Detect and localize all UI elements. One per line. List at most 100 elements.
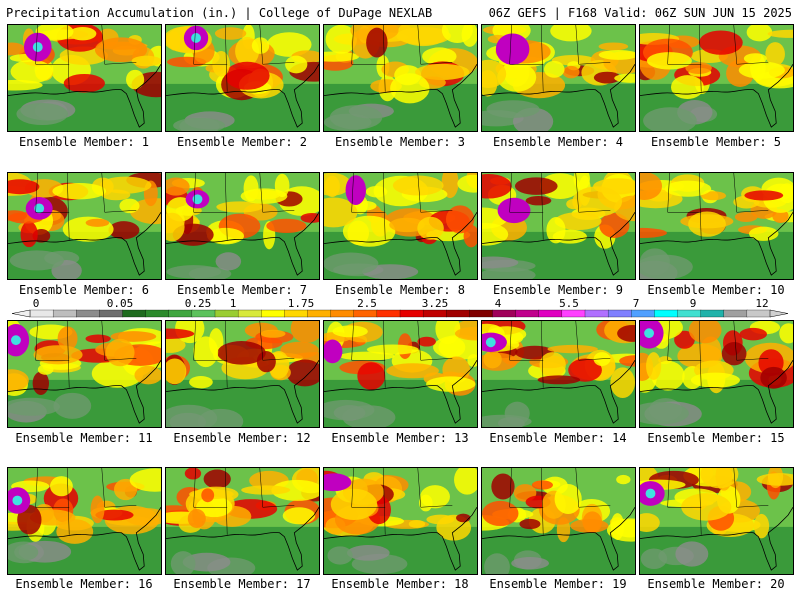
colorbar-swatch (446, 309, 471, 318)
colorbar-min-arrow (11, 309, 31, 318)
precip-field-map (640, 468, 793, 574)
colorbar-swatch (607, 309, 632, 318)
colorbar-swatch (492, 309, 517, 318)
colorbar-tick-label: 7 (633, 298, 640, 310)
colorbar-swatch (515, 309, 540, 318)
ensemble-member-map (323, 172, 478, 280)
ensemble-member-label: Ensemble Member: 8 (334, 283, 466, 297)
colorbar-swatch (330, 309, 355, 318)
ensemble-member-map (481, 24, 636, 132)
colorbar-tick-label: 0.05 (107, 298, 134, 310)
colorbar-swatch (700, 309, 725, 318)
colorbar-tick-label: 3.25 (422, 298, 449, 310)
colorbar-swatch (261, 309, 286, 318)
colorbar-tick-label: 4 (495, 298, 502, 310)
precip-field-map (482, 468, 635, 574)
colorbar-swatch (237, 309, 262, 318)
colorbar-swatch (99, 309, 124, 318)
ensemble-member-map (165, 172, 320, 280)
ensemble-member-label: Ensemble Member: 1 (18, 135, 150, 149)
colorbar-tick-label: 5.5 (559, 298, 579, 310)
colorbar-swatch (29, 309, 54, 318)
colorbar-swatch (654, 309, 679, 318)
precip-field-map (324, 468, 477, 574)
ensemble-member-map (639, 24, 794, 132)
ensemble-member-map (481, 172, 636, 280)
ensemble-member-label: Ensemble Member: 17 (173, 577, 311, 591)
ensemble-member-label: Ensemble Member: 15 (647, 431, 785, 445)
colorbar-swatch (145, 309, 170, 318)
ensemble-member-label: Ensemble Member: 13 (331, 431, 469, 445)
colorbar-tick-label: 12 (755, 298, 768, 310)
ensemble-member-map (7, 24, 162, 132)
ensemble-member-label: Ensemble Member: 16 (15, 577, 153, 591)
map-title: Precipitation Accumulation (in.) | Colle… (6, 6, 433, 20)
colorbar-swatch (284, 309, 309, 318)
ensemble-member-label: Ensemble Member: 2 (176, 135, 308, 149)
precip-field-map (8, 321, 161, 427)
ensemble-member-map (639, 320, 794, 428)
precip-field-map (166, 173, 319, 279)
ensemble-member-map (165, 467, 320, 575)
ensemble-member-label: Ensemble Member: 9 (492, 283, 624, 297)
precip-field-map (324, 173, 477, 279)
ensemble-member-label: Ensemble Member: 5 (650, 135, 782, 149)
ensemble-member-map (323, 467, 478, 575)
ensemble-member-map (639, 467, 794, 575)
colorbar-tick-label: 1.75 (288, 298, 315, 310)
precip-field-map (640, 173, 793, 279)
colorbar-tick-label: 9 (690, 298, 697, 310)
colorbar-swatch (353, 309, 378, 318)
colorbar-max-arrow (769, 309, 789, 318)
precip-field-map (8, 173, 161, 279)
colorbar-swatch (76, 309, 101, 318)
ensemble-member-label: Ensemble Member: 10 (647, 283, 785, 297)
precip-field-map (324, 25, 477, 131)
colorbar-swatch (191, 309, 216, 318)
precip-field-map (640, 321, 793, 427)
ensemble-member-map (165, 320, 320, 428)
colorbar-graphic: 0 0.05 0.25 1 1.75 2.5 3.25 4 5.5 7 9 12 (11, 298, 789, 318)
colorbar-swatch (214, 309, 239, 318)
colorbar-tick-label: 0 (33, 298, 40, 310)
colorbar-swatch (122, 309, 147, 318)
ensemble-member-map (7, 172, 162, 280)
colorbar-swatch (677, 309, 702, 318)
colorbar-swatch (469, 309, 494, 318)
precip-field-map (482, 173, 635, 279)
ensemble-member-label: Ensemble Member: 18 (331, 577, 469, 591)
ensemble-member-map (639, 172, 794, 280)
colorbar-swatch (538, 309, 563, 318)
ensemble-member-map (481, 320, 636, 428)
colorbar-swatch (52, 309, 77, 318)
ensemble-member-label: Ensemble Member: 4 (492, 135, 624, 149)
colorbar-swatch (422, 309, 447, 318)
precip-field-map (482, 25, 635, 131)
colorbar-swatch (723, 309, 748, 318)
ensemble-member-label: Ensemble Member: 14 (489, 431, 627, 445)
precip-field-map (482, 321, 635, 427)
precip-field-map (166, 468, 319, 574)
ensemble-member-label: Ensemble Member: 6 (18, 283, 150, 297)
colorbar-swatch (631, 309, 656, 318)
precip-field-map (8, 468, 161, 574)
colorbar-tick-label: 2.5 (357, 298, 377, 310)
ensemble-member-map (7, 320, 162, 428)
ensemble-member-map (7, 467, 162, 575)
precip-field-map (8, 25, 161, 131)
colorbar-swatch (746, 309, 771, 318)
precip-field-map (640, 25, 793, 131)
ensemble-member-label: Ensemble Member: 19 (489, 577, 627, 591)
colorbar-swatch (168, 309, 193, 318)
precip-colorbar: 0 0.05 0.25 1 1.75 2.5 3.25 4 5.5 7 9 12 (10, 298, 790, 320)
ensemble-member-map (481, 467, 636, 575)
model-valid-time: 06Z GEFS | F168 Valid: 06Z SUN JUN 15 20… (488, 6, 792, 20)
colorbar-swatch (376, 309, 401, 318)
colorbar-swatch (307, 309, 332, 318)
ensemble-member-label: Ensemble Member: 11 (15, 431, 153, 445)
precip-field-map (166, 25, 319, 131)
precip-field-map (166, 321, 319, 427)
ensemble-member-map (323, 24, 478, 132)
ensemble-member-label: Ensemble Member: 12 (173, 431, 311, 445)
colorbar-swatch (399, 309, 424, 318)
